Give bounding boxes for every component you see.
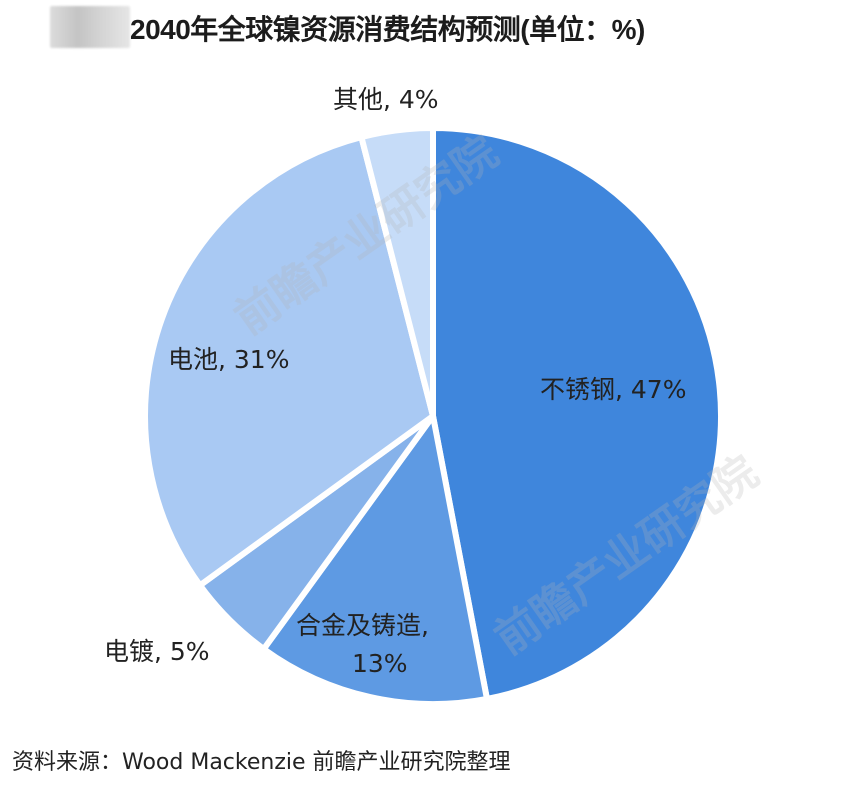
slice-label-alloy-value: 13% — [352, 649, 408, 678]
pie-slice — [142, 134, 436, 589]
slice-label-battery: 电池, 31% — [168, 345, 290, 374]
blurred-logo — [50, 6, 130, 48]
slice-label-other: 其他, 4% — [333, 85, 439, 114]
slice-label-plating: 电镀, 5% — [104, 637, 210, 666]
pie-slice — [430, 125, 724, 702]
source-note: 资料来源：Wood Mackenzie 前瞻产业研究院整理 — [12, 750, 511, 775]
slice-label-alloy: 合金及铸造, — [296, 611, 429, 640]
slice-label-stainless: 不锈钢, 47% — [540, 375, 687, 404]
pie-slice — [358, 125, 436, 419]
pie-slices — [142, 125, 724, 707]
pie-slice — [260, 413, 490, 707]
chart-title: 2040年全球镍资源消费结构预测(单位：%) — [130, 14, 645, 45]
